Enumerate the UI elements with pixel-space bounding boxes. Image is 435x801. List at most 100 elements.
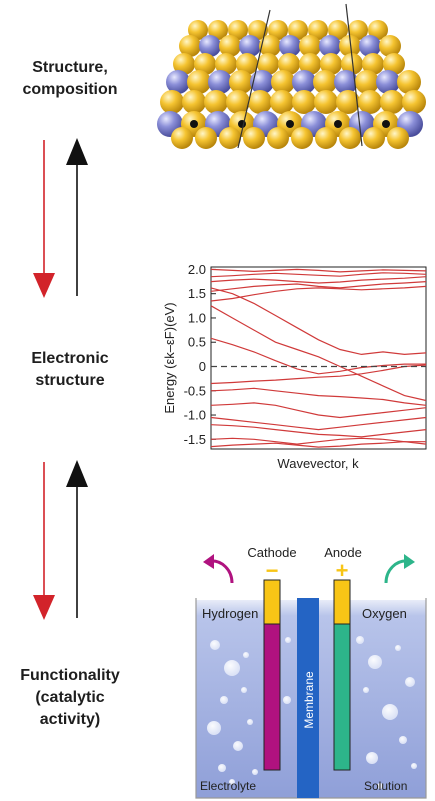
bubble [356, 636, 364, 644]
structure-label-line1: Structure, [32, 59, 108, 76]
y-axis-label: Energy (εk–εF)(eV) [162, 302, 177, 413]
gold-atom [160, 90, 184, 114]
gold-atom [267, 127, 289, 149]
oxygen-label: Oxygen [362, 606, 407, 621]
anode-top [333, 579, 351, 625]
blue-atom [292, 70, 316, 94]
blue-atom [239, 35, 261, 57]
band-line [210, 441, 426, 448]
blue-atom [208, 70, 232, 94]
gold-atom [379, 35, 401, 57]
hydrogen-label: Hydrogen [202, 606, 258, 621]
blue-atom [199, 35, 221, 57]
electronic-label-line1: Electronic [31, 350, 109, 367]
band-line [210, 305, 427, 402]
gold-atom [248, 20, 268, 40]
blue-atom [319, 35, 341, 57]
y-tick-label: -1.0 [184, 408, 206, 423]
y-tick-label: -0.5 [184, 383, 206, 398]
gold-atom [368, 20, 388, 40]
gold-atom [219, 35, 241, 57]
y-tick-label: 2.0 [188, 262, 206, 277]
anode-sign: + [336, 558, 349, 583]
dopant-atom [190, 120, 198, 128]
band-line [210, 337, 426, 375]
x-axis-label: Wavevector, k [277, 456, 359, 471]
band-line [210, 272, 427, 278]
gold-atom [341, 53, 363, 75]
gold-atom [229, 70, 253, 94]
gold-atom [226, 90, 250, 114]
blue-atom [334, 70, 358, 94]
band-line [210, 416, 427, 431]
electronic-label-line2: structure [35, 372, 105, 389]
bubble [399, 736, 407, 744]
band-line [210, 387, 427, 406]
gold-atom [314, 90, 338, 114]
hydrogen-arrow-icon [203, 554, 234, 584]
gold-atom [362, 53, 384, 75]
band-line [210, 276, 427, 284]
bubble [207, 721, 221, 735]
bubble [285, 637, 291, 643]
gold-atom [299, 35, 321, 57]
gold-atom [339, 35, 361, 57]
gold-atom [339, 127, 361, 149]
blue-atom [166, 70, 190, 94]
bubble [366, 752, 378, 764]
bubble [283, 696, 291, 704]
blue-atom [250, 70, 274, 94]
gold-atom [204, 90, 228, 114]
arrow-up-1 [66, 138, 88, 296]
bubble [247, 719, 253, 725]
gold-atom [288, 20, 308, 40]
dopant-atom [382, 120, 390, 128]
gold-atom [380, 90, 404, 114]
band-line [210, 437, 427, 445]
bubble [220, 696, 228, 704]
cathode-electrode [263, 623, 281, 771]
membrane [297, 598, 319, 798]
functionality-label-line3: activity) [39, 711, 101, 728]
gold-atom [315, 127, 337, 149]
gold-atom [397, 70, 421, 94]
bubble [363, 687, 369, 693]
y-tick-label: 1.5 [188, 286, 206, 301]
gold-atom [268, 20, 288, 40]
functionality-label-line1: Functionality [20, 667, 120, 684]
bubble [377, 783, 383, 789]
plot-frame [210, 266, 427, 450]
gold-atom [278, 53, 300, 75]
gold-atom [328, 20, 348, 40]
band-line [210, 281, 427, 292]
bubble [210, 640, 220, 650]
y-tick-label: 0.5 [188, 335, 206, 350]
gold-atom [363, 127, 385, 149]
gold-atom [188, 20, 208, 40]
band-line [210, 364, 427, 385]
gold-atom [292, 90, 316, 114]
gold-atom [402, 90, 426, 114]
solution-label: Solution [364, 779, 407, 793]
gold-atom [182, 90, 206, 114]
cathode-sign: − [266, 558, 279, 583]
oxygen-arrow-icon [384, 554, 415, 584]
gold-atom [257, 53, 279, 75]
arrow-up-2 [66, 460, 88, 618]
bubble [405, 677, 415, 687]
gold-atom [208, 20, 228, 40]
structure-label-line2: composition [22, 81, 118, 98]
gold-atom [195, 127, 217, 149]
gold-atom [291, 127, 313, 149]
arrow-down-1 [33, 140, 55, 298]
band-line [210, 287, 427, 356]
bubble [233, 741, 243, 751]
bubble [252, 769, 258, 775]
anode-label: Anode [324, 545, 362, 560]
bubble [243, 652, 249, 658]
gold-atom [187, 70, 211, 94]
y-tick-label: -1.5 [184, 432, 206, 447]
gold-atom [215, 53, 237, 75]
